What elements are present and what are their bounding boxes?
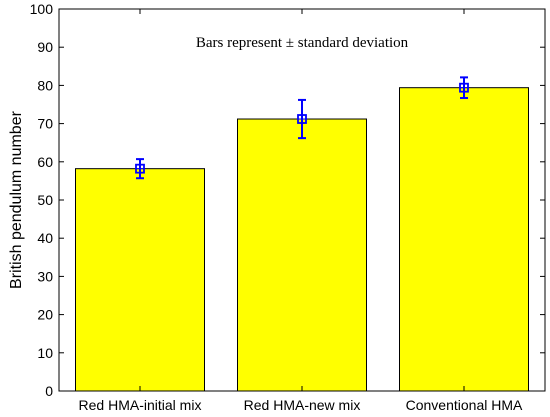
bars xyxy=(75,87,529,392)
y-tick-label: 0 xyxy=(45,383,53,399)
y-tick-label: 70 xyxy=(37,116,53,132)
y-tick-label: 20 xyxy=(37,307,53,323)
x-tick-label: Red HMA-new mix xyxy=(244,397,361,413)
x-tick-label: Conventional HMA xyxy=(406,397,523,413)
bar-3 xyxy=(399,87,529,392)
x-axis-ticks: Red HMA-initial mix Red HMA-new mix Conven… xyxy=(79,9,523,413)
y-tick-label: 10 xyxy=(37,345,53,361)
plot-frame xyxy=(58,8,546,392)
y-axis-label: British pendulum number xyxy=(8,110,25,289)
y-tick-label: 50 xyxy=(37,192,53,208)
bar-2 xyxy=(237,118,367,392)
y-tick-label: 90 xyxy=(37,39,53,55)
y-axis-ticks: 0 10 20 30 40 50 60 70 80 90 100 xyxy=(30,1,545,399)
annotation-text: Bars represent ± standard deviation xyxy=(196,35,409,51)
y-tick-label: 60 xyxy=(37,154,53,170)
x-tick-label: Red HMA-initial mix xyxy=(79,397,202,413)
bar-1 xyxy=(75,168,205,392)
y-tick-label: 40 xyxy=(37,230,53,246)
y-tick-label: 30 xyxy=(37,268,53,284)
error-bars xyxy=(135,76,469,180)
y-tick-label: 80 xyxy=(37,77,53,93)
y-tick-label: 100 xyxy=(30,1,54,17)
